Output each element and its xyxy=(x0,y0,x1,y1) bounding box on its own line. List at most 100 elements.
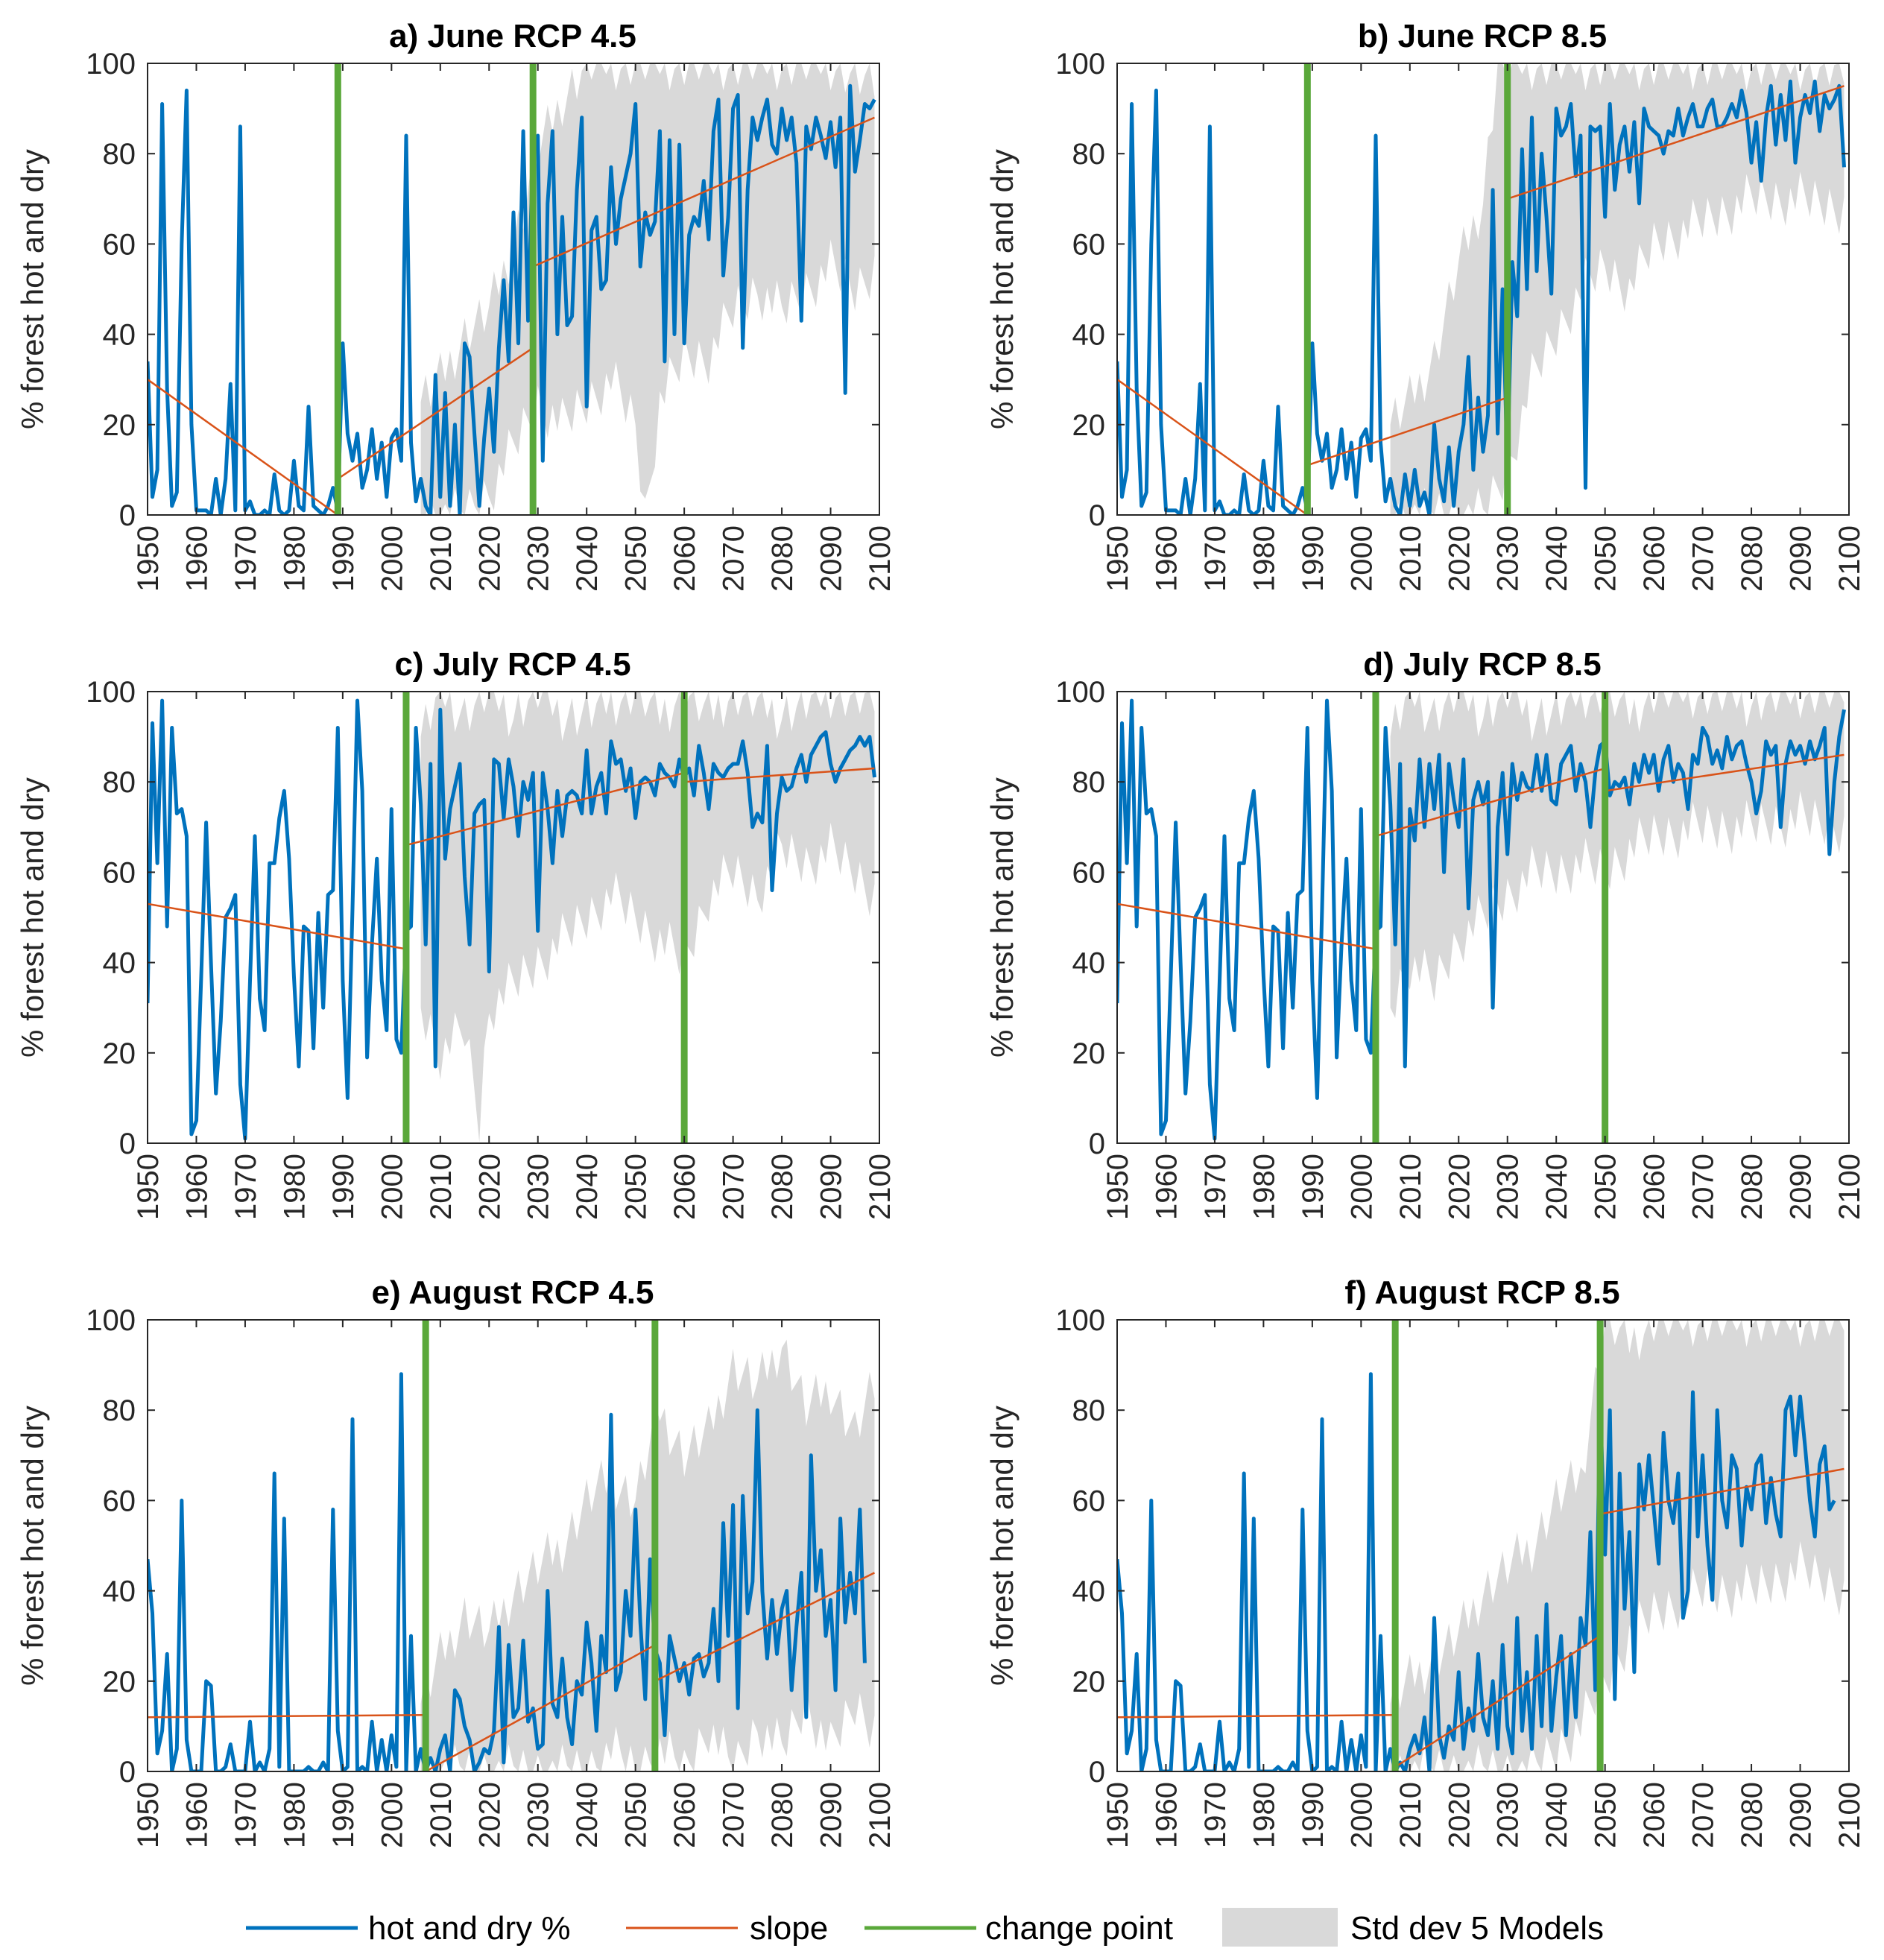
y-tick-label: 100 xyxy=(1055,1304,1105,1337)
y-tick-label: 60 xyxy=(103,856,136,889)
x-tick-label: 1960 xyxy=(1150,1154,1183,1220)
x-tick-label: 2020 xyxy=(473,525,506,592)
x-tick-label: 2050 xyxy=(1590,525,1622,592)
x-tick-label: 2090 xyxy=(815,525,848,592)
x-tick-label: 2060 xyxy=(668,525,701,592)
x-tick-label: 2100 xyxy=(1833,525,1866,592)
x-tick-label: 1970 xyxy=(1199,525,1232,592)
y-tick-label: 60 xyxy=(1072,856,1106,889)
x-tick-label: 2100 xyxy=(1833,1154,1866,1220)
slope-segment xyxy=(1605,753,1845,792)
x-tick-label: 2090 xyxy=(1785,1782,1818,1848)
hot-dry-series-line xyxy=(148,1372,867,1771)
x-tick-label: 2030 xyxy=(522,1782,555,1848)
x-tick-label: 1950 xyxy=(132,1782,165,1848)
y-tick-label: 40 xyxy=(103,319,136,352)
y-tick-label: 40 xyxy=(1072,319,1106,352)
x-tick-label: 1980 xyxy=(278,525,311,592)
x-tick-label: 2100 xyxy=(1833,1782,1866,1848)
axes-frame xyxy=(147,691,880,1144)
x-tick-label: 1960 xyxy=(180,1154,213,1220)
slope-segment xyxy=(148,1714,426,1719)
x-tick-label: 1980 xyxy=(1248,525,1280,592)
x-tick-label: 2000 xyxy=(376,525,408,592)
x-tick-label: 1950 xyxy=(1101,1782,1134,1848)
x-tick-label: 2030 xyxy=(1492,1782,1525,1848)
y-tick-label: 80 xyxy=(103,1394,136,1427)
x-tick-label: 2030 xyxy=(522,1154,555,1220)
axes-frame xyxy=(1116,63,1850,516)
y-tick-label: 80 xyxy=(1072,1394,1106,1427)
panel-c-july-rcp45: c) July RCP 4.5 % forest hot and dry 0 20… xyxy=(15,646,897,1220)
slope-segment xyxy=(1507,85,1845,200)
hot-dry-series-line xyxy=(1117,1372,1836,1771)
y-axis-label: % forest hot and dry xyxy=(984,149,1020,429)
legend: hot and dry % slope change point Std dev… xyxy=(246,1908,1604,1947)
plot-content xyxy=(1117,1320,1845,1771)
y-tick-label: 20 xyxy=(1072,1666,1106,1698)
x-tick-label: 2040 xyxy=(571,1782,604,1848)
legend-slope-label: slope xyxy=(750,1910,828,1947)
y-axis-label: % forest hot and dry xyxy=(984,777,1020,1058)
x-tick-label: 2000 xyxy=(1345,525,1378,592)
x-tick-label: 2040 xyxy=(571,1154,604,1220)
y-tick-label: 0 xyxy=(1089,1128,1105,1160)
x-tick-label: 1980 xyxy=(278,1154,311,1220)
slope-segment xyxy=(148,379,339,515)
x-tick-label: 2020 xyxy=(1443,1154,1476,1220)
y-tick-label: 100 xyxy=(86,676,136,709)
y-axis-label: % forest hot and dry xyxy=(15,149,50,429)
y-tick-label: 80 xyxy=(103,138,136,171)
x-tick-label: 2070 xyxy=(1687,525,1720,592)
legend-change-label: change point xyxy=(985,1910,1173,1947)
hot-dry-series-line xyxy=(148,83,876,515)
slope-segment xyxy=(654,1572,876,1682)
y-tick-label: 0 xyxy=(1089,499,1105,532)
y-tick-label: 80 xyxy=(103,766,136,799)
x-tick-label: 1990 xyxy=(1297,1154,1330,1220)
panel-title: a) June RCP 4.5 xyxy=(389,18,636,54)
y-axis-label: % forest hot and dry xyxy=(15,777,50,1058)
x-tick-label: 2060 xyxy=(668,1782,701,1848)
y-tick-label: 100 xyxy=(86,48,136,80)
x-tick-label: 2010 xyxy=(425,525,458,592)
y-tick-label: 20 xyxy=(103,1037,136,1070)
x-tick-label: 1950 xyxy=(132,1154,165,1220)
slope-segment xyxy=(532,116,875,268)
x-tick-label: 2020 xyxy=(473,1782,506,1848)
x-tick-label: 2100 xyxy=(864,1782,897,1848)
slope-segment xyxy=(684,767,875,783)
x-tick-label: 1970 xyxy=(1199,1782,1232,1848)
panel-f-august-rcp85: f) August RCP 8.5 % forest hot and dry 0… xyxy=(984,1274,1866,1848)
x-tick-label: 1980 xyxy=(1248,1154,1280,1220)
slope-segment xyxy=(1394,1635,1601,1768)
x-tick-label: 2080 xyxy=(766,1782,799,1848)
x-tick-label: 2010 xyxy=(425,1154,458,1220)
x-tick-label: 2040 xyxy=(571,525,604,592)
x-tick-label: 1950 xyxy=(1101,1154,1134,1220)
y-tick-label: 60 xyxy=(1072,228,1106,261)
slope-segment xyxy=(1375,767,1606,838)
panel-title: f) August RCP 8.5 xyxy=(1344,1274,1619,1311)
y-tick-label: 0 xyxy=(1089,1756,1105,1789)
y-axis-label: % forest hot and dry xyxy=(15,1406,50,1686)
panel-b-june-rcp85: b) June RCP 8.5 % forest hot and dry 0 20… xyxy=(984,18,1866,592)
axes-frame xyxy=(1116,691,1850,1144)
x-tick-label: 1960 xyxy=(1150,1782,1183,1848)
y-tick-label: 100 xyxy=(1055,676,1105,709)
x-tick-label: 1970 xyxy=(230,1782,262,1848)
x-tick-label: 2090 xyxy=(1785,525,1818,592)
slope-segment xyxy=(148,902,407,950)
x-tick-label: 2050 xyxy=(620,1782,653,1848)
y-tick-label: 20 xyxy=(1072,1037,1106,1070)
x-tick-label: 2010 xyxy=(1394,525,1427,592)
slope-segment xyxy=(405,771,685,847)
x-tick-label: 1960 xyxy=(1150,525,1183,592)
y-tick-label: 80 xyxy=(1072,766,1106,799)
x-tick-label: 2080 xyxy=(1736,525,1768,592)
